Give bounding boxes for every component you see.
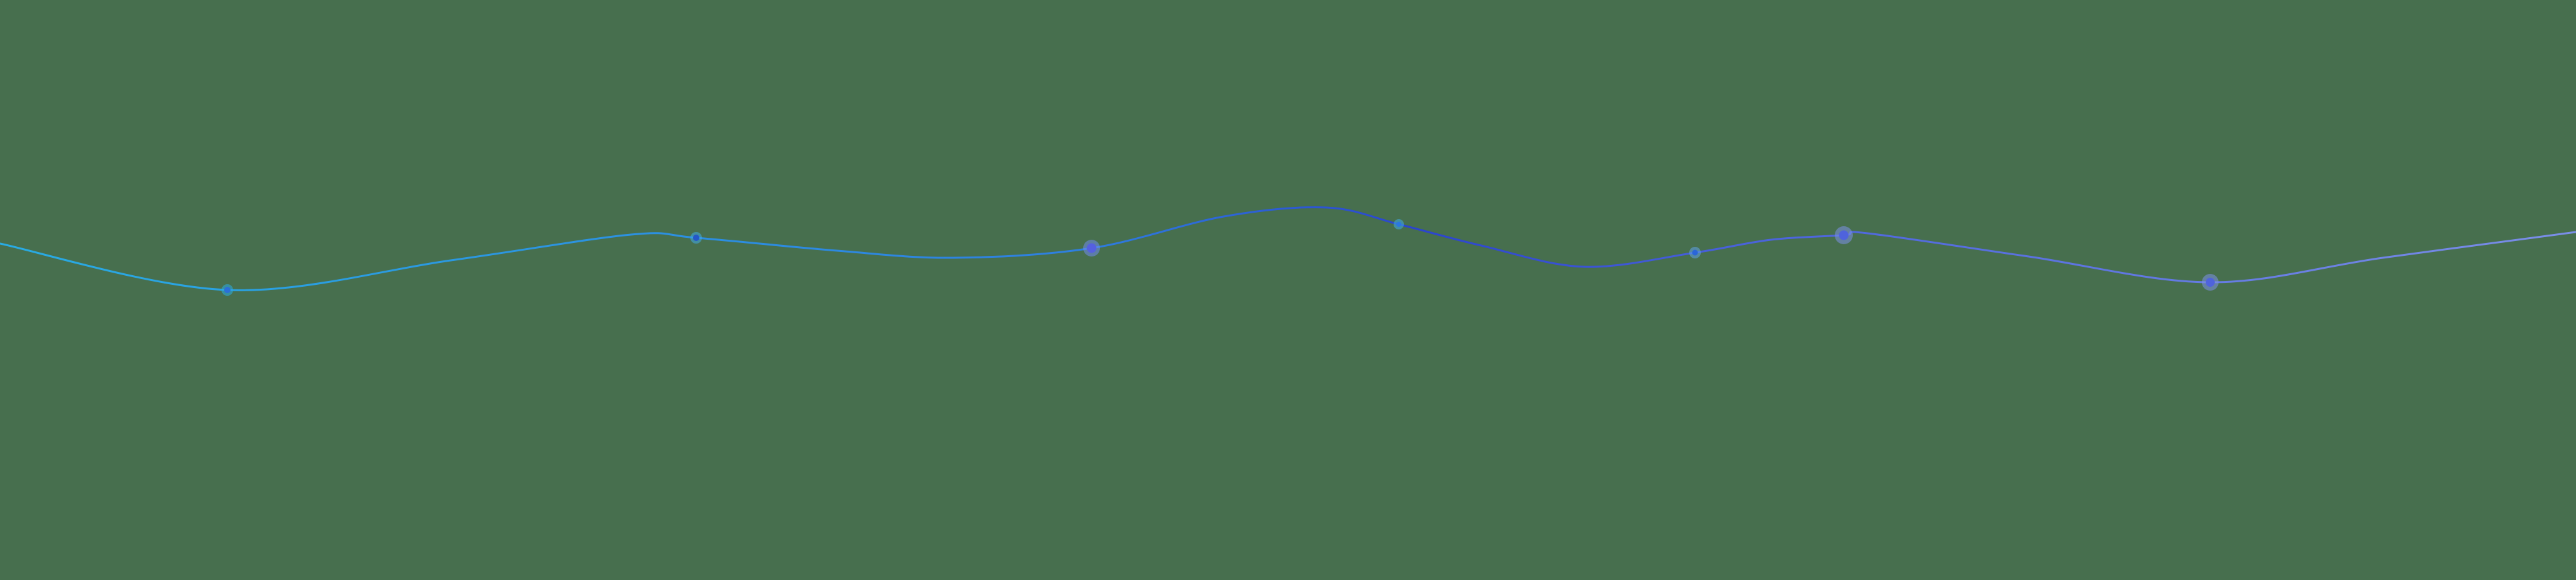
series-line-path (0, 206, 2576, 291)
data-point-marker[interactable]: point-6 (1835, 226, 1853, 244)
data-point-marker[interactable]: point-1 (222, 284, 233, 296)
data-point-marker[interactable]: point-3 (1083, 240, 1100, 256)
marker-dot[interactable] (1692, 249, 1698, 256)
marker-dot[interactable] (224, 287, 231, 293)
data-point-marker[interactable]: point-2 (690, 232, 702, 244)
series-line-group (0, 206, 2576, 291)
data-point-markers-group: point-1 point-2 point-3 point-4 point-5 point… (222, 219, 2219, 296)
marker-dot[interactable] (2206, 278, 2215, 287)
marker-dot[interactable] (693, 235, 699, 241)
marker-dot[interactable] (1839, 230, 1849, 240)
marker-dot[interactable] (1086, 243, 1097, 253)
marker-dot[interactable] (1396, 222, 1401, 227)
data-point-marker[interactable]: point-7 (2202, 274, 2219, 291)
data-point-marker[interactable]: point-5 (1689, 247, 1701, 258)
data-point-marker[interactable]: point-4 (1394, 219, 1404, 229)
